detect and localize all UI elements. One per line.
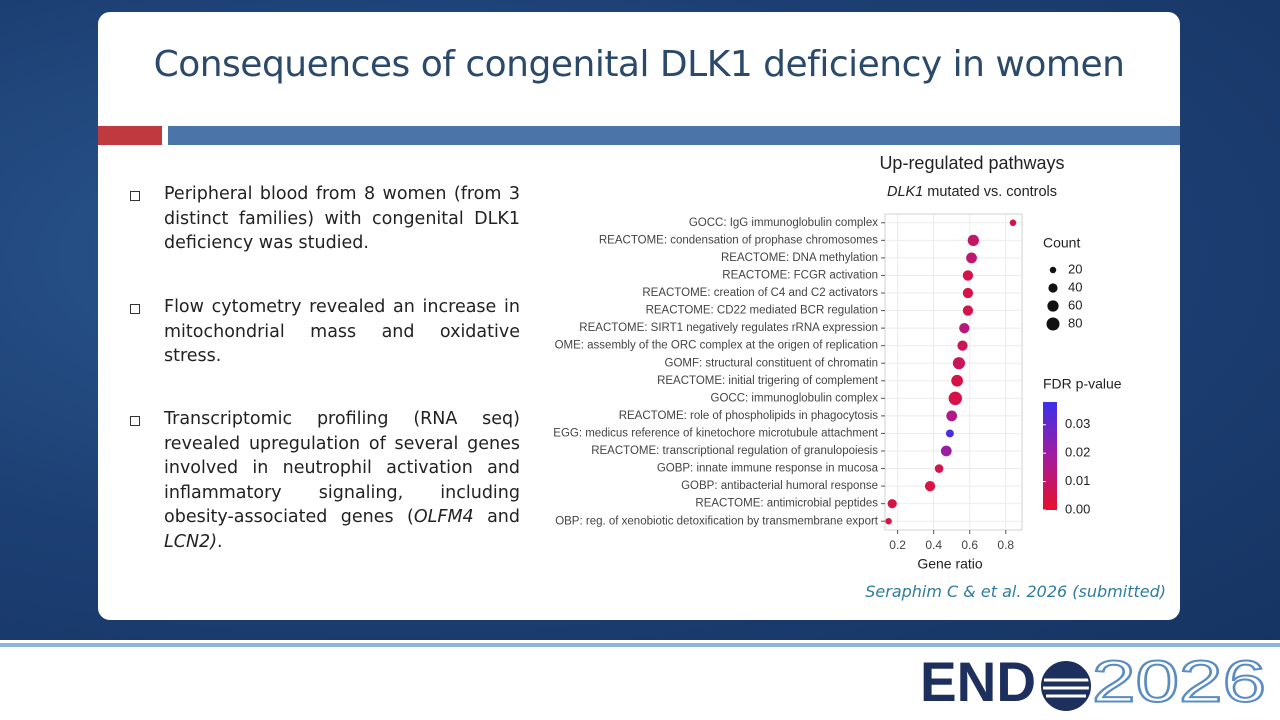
- dot: [887, 499, 897, 509]
- size-legend-label: 60: [1068, 297, 1082, 312]
- color-legend-title: FDR p-value: [1043, 376, 1122, 392]
- category-label: GOBP: antibacterial humoral response: [681, 480, 878, 492]
- category-label: REACTOME: SIRT1 negatively regulates rRN…: [579, 322, 878, 334]
- category-label: GOBP: innate immune response in mucosa: [657, 463, 879, 475]
- bullet: Transcriptomic profiling (RNA seq) revea…: [164, 407, 520, 554]
- category-label: REACTOME: DNA methylation: [721, 252, 878, 264]
- color-bar: [1043, 402, 1057, 510]
- bullet-text: Transcriptomic profiling (RNA seq) revea…: [164, 409, 520, 527]
- dot: [948, 391, 963, 406]
- dot: [1009, 219, 1017, 227]
- subtitle-gene: DLK1: [887, 184, 923, 200]
- logo-brand: END: [920, 650, 1036, 713]
- dot: [962, 287, 974, 299]
- slide-title: Consequences of congenital DLK1 deficien…: [153, 44, 1125, 85]
- accent-bar: [98, 126, 162, 145]
- category-label: REACTOME: FCGR activation: [722, 269, 878, 281]
- bullet-text: Flow cytometry revealed an increase in m…: [164, 297, 520, 366]
- color-tick-label: 0.01: [1065, 473, 1090, 488]
- category-label: OBP: reg. of xenobiotic detoxification b…: [555, 515, 879, 527]
- bullet-marker: [130, 304, 140, 314]
- size-legend-label: 20: [1068, 261, 1082, 276]
- category-label: REACTOME: antimicrobial peptides: [695, 498, 878, 510]
- dot: [952, 357, 965, 370]
- category-label: REACTOME: initial trigering of complemen…: [657, 375, 879, 387]
- size-legend-dot: [1047, 300, 1059, 312]
- size-legend-dot: [1046, 317, 1060, 331]
- logo-year: 2026: [1092, 649, 1266, 714]
- size-legend-label: 80: [1068, 315, 1082, 330]
- dot: [940, 445, 952, 457]
- category-label: GOMF: structural constituent of chromati…: [665, 357, 878, 369]
- x-tick-label: 0.4: [925, 538, 942, 552]
- dot: [957, 340, 968, 351]
- bullet-text: and: [473, 507, 520, 527]
- color-tick-label: 0.03: [1065, 416, 1090, 431]
- x-tick-label: 0.8: [997, 538, 1014, 552]
- accent-bar: [168, 126, 1180, 145]
- footer-line: [0, 643, 1280, 647]
- dot: [885, 517, 892, 525]
- dot: [945, 429, 954, 438]
- dot: [946, 410, 958, 422]
- gene-name: LCN2): [164, 531, 218, 552]
- category-label: EGG: medicus reference of kinetochore mi…: [553, 427, 879, 439]
- subtitle-text: mutated vs. controls: [923, 184, 1057, 200]
- x-tick-label: 0.2: [889, 538, 906, 552]
- category-label: GOCC: IgG immunoglobulin complex: [689, 217, 878, 229]
- bullet: Flow cytometry revealed an increase in m…: [164, 295, 520, 369]
- color-tick-label: 0.02: [1065, 445, 1090, 460]
- category-label: REACTOME: creation of C4 and C2 activato…: [642, 287, 878, 299]
- bullet-text: .: [217, 531, 223, 552]
- chart-title: Up-regulated pathways: [879, 153, 1064, 173]
- x-axis-title: Gene ratio: [917, 556, 983, 572]
- bullet-marker: [130, 191, 140, 201]
- size-legend-dot: [1048, 283, 1058, 293]
- citation: Seraphim C & et al. 2026 (submitted): [865, 582, 1166, 601]
- category-label: OME: assembly of the ORC complex at the …: [555, 340, 878, 352]
- bullet-marker: [130, 416, 140, 426]
- dot: [967, 234, 979, 246]
- dot: [934, 464, 944, 473]
- dot: [924, 480, 936, 492]
- size-legend-label: 40: [1068, 279, 1082, 294]
- bullet: Peripheral blood from 8 women (from 3 di…: [164, 182, 520, 256]
- category-label: GOCC: immunoglobulin complex: [711, 392, 879, 404]
- dot: [951, 374, 963, 387]
- plot-panel: [884, 213, 1023, 531]
- logo-globe: [1041, 661, 1091, 711]
- dot: [966, 252, 977, 264]
- category-label: REACTOME: transcriptional regulation of …: [591, 445, 878, 457]
- category-label: REACTOME: CD22 mediated BCR regulation: [646, 305, 878, 317]
- category-label: REACTOME: role of phospholipids in phago…: [619, 410, 879, 422]
- category-label: REACTOME: condensation of prophase chrom…: [599, 234, 878, 246]
- gene-name: OLFM4: [413, 507, 474, 527]
- dot: [962, 305, 974, 316]
- bullet-text: Peripheral blood from 8 women (from 3 di…: [164, 184, 520, 253]
- chart-subtitle: DLK1 mutated vs. controls: [887, 184, 1057, 200]
- color-tick-label: 0.00: [1065, 501, 1090, 516]
- dot: [959, 322, 970, 334]
- size-legend-dot: [1049, 266, 1057, 274]
- size-legend-title: Count: [1043, 235, 1080, 251]
- dot: [962, 270, 974, 281]
- category-labels: GOCC: IgG immunoglobulin complex REACTOME…: [553, 217, 879, 527]
- x-tick-label: 0.6: [961, 538, 978, 552]
